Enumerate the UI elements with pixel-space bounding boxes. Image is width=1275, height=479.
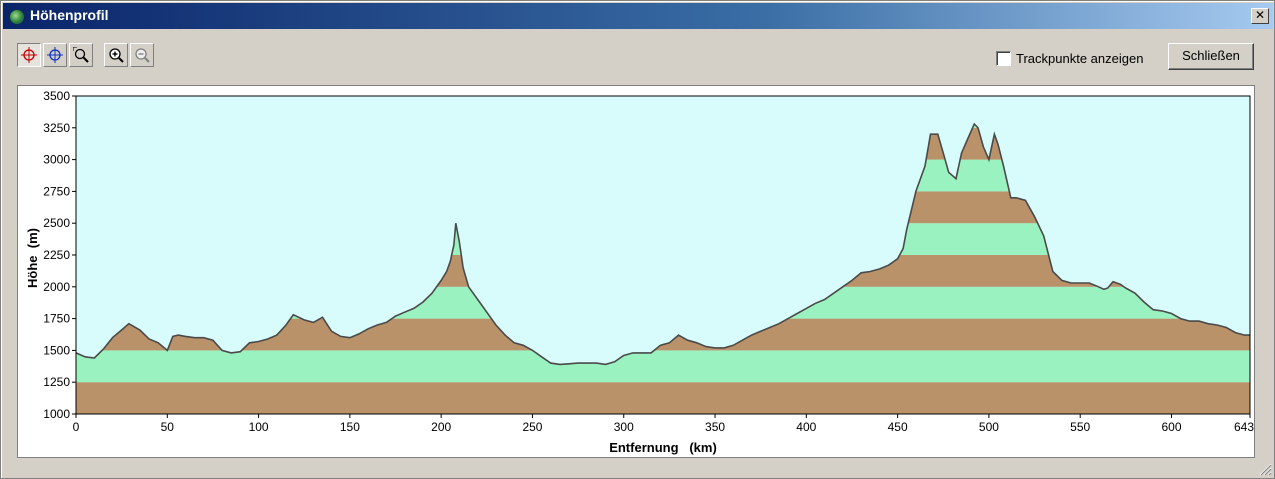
show-trackpoints-checkbox[interactable] bbox=[996, 51, 1011, 66]
crosshair-red-tool-button[interactable] bbox=[17, 43, 41, 67]
crosshair-red-icon bbox=[21, 47, 37, 63]
y-tick-label: 1500 bbox=[43, 343, 70, 357]
y-axis-label: Höhe (m) bbox=[25, 228, 40, 288]
x-tick-label: 100 bbox=[249, 420, 269, 434]
y-tick-label: 3000 bbox=[43, 153, 70, 167]
resize-grip-icon[interactable] bbox=[1258, 462, 1272, 476]
x-tick-label: 50 bbox=[161, 420, 175, 434]
y-tick-label: 1750 bbox=[43, 312, 70, 326]
window-close-button[interactable]: ✕ bbox=[1251, 8, 1269, 24]
x-tick-label: 250 bbox=[522, 420, 542, 434]
x-tick-label: 500 bbox=[979, 420, 999, 434]
x-tick-label: 643 bbox=[1234, 420, 1254, 434]
x-tick-label: 300 bbox=[614, 420, 634, 434]
globe-icon bbox=[9, 9, 25, 25]
elevation-chart[interactable]: 1000125015001750200022502500275030003250… bbox=[18, 86, 1254, 457]
x-tick-label: 600 bbox=[1161, 420, 1181, 434]
elevation-band bbox=[76, 382, 1250, 414]
x-axis-label: Entfernung (km) bbox=[609, 440, 717, 455]
zoom-in-icon bbox=[109, 48, 124, 63]
window-title: Höhenprofil bbox=[30, 7, 109, 23]
x-tick-label: 400 bbox=[796, 420, 816, 434]
zoom-in-tool-button[interactable] bbox=[104, 43, 128, 67]
y-tick-label: 2750 bbox=[43, 184, 70, 198]
y-tick-label: 2250 bbox=[43, 248, 70, 262]
close-button[interactable]: Schließen bbox=[1168, 43, 1254, 70]
x-tick-label: 0 bbox=[73, 420, 80, 434]
elevation-band bbox=[76, 350, 1250, 383]
y-tick-label: 1000 bbox=[43, 407, 70, 421]
x-tick-label: 550 bbox=[1070, 420, 1090, 434]
y-tick-label: 3500 bbox=[43, 89, 70, 103]
x-tick-label: 200 bbox=[431, 420, 451, 434]
zoom-out-tool-button[interactable] bbox=[130, 43, 154, 67]
crosshair-blue-icon bbox=[47, 47, 63, 63]
crosshair-blue-tool-button[interactable] bbox=[43, 43, 67, 67]
y-tick-label: 1250 bbox=[43, 375, 70, 389]
y-tick-label: 2000 bbox=[43, 280, 70, 294]
x-tick-label: 150 bbox=[340, 420, 360, 434]
zoom-window-tool-button[interactable] bbox=[69, 43, 93, 67]
y-tick-label: 2500 bbox=[43, 216, 70, 230]
x-tick-label: 450 bbox=[888, 420, 908, 434]
elevation-profile-line bbox=[75, 122, 1250, 366]
axes: 1000125015001750200022502500275030003250… bbox=[43, 89, 1254, 434]
title-bar[interactable]: Höhenprofil ✕ bbox=[3, 3, 1273, 29]
y-tick-label: 3250 bbox=[43, 121, 70, 135]
elevation-chart-panel: 1000 1250 1500 1750 2000 2250 2500 2750 3000 3250… bbox=[17, 85, 1255, 458]
show-trackpoints-label[interactable]: Trackpunkte anzeigen bbox=[1016, 51, 1144, 66]
zoom-out-icon bbox=[135, 48, 150, 63]
zoom-window-icon bbox=[73, 47, 89, 63]
plot-area bbox=[75, 96, 1250, 414]
x-tick-label: 350 bbox=[705, 420, 725, 434]
